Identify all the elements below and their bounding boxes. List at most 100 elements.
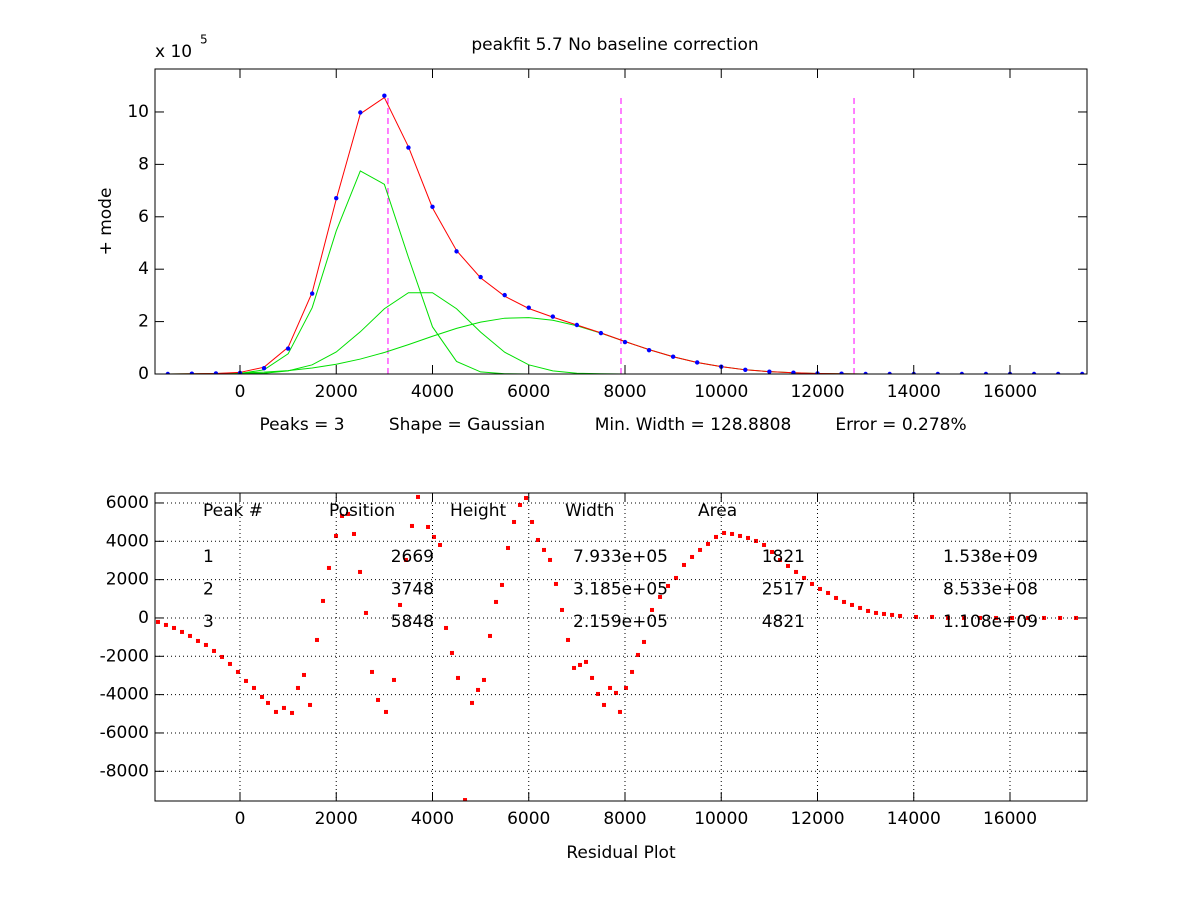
residual-point: [713, 534, 718, 539]
data-point: [309, 291, 315, 296]
residual-point: [345, 511, 350, 516]
residual-point: [994, 615, 999, 620]
y-tick-label: 2: [138, 312, 149, 332]
x-tick-label: 0: [235, 382, 246, 402]
x-tick-label: 14000: [887, 382, 941, 402]
data-point: [598, 330, 604, 336]
x-tick-label: 16000: [983, 809, 1037, 829]
residual-point: [334, 533, 339, 538]
plot-area: [155, 494, 1079, 801]
data-point: [887, 371, 892, 374]
residual-point: [301, 672, 306, 677]
table-cell: 2517: [762, 580, 805, 600]
residual-point: [351, 531, 356, 536]
residual-point: [962, 615, 967, 620]
residual-point: [770, 549, 775, 554]
residual-point: [384, 709, 389, 714]
residual-point: [517, 502, 522, 507]
residual-point: [572, 665, 577, 670]
data-point: [1079, 371, 1085, 374]
residual-point: [512, 519, 517, 524]
residual-point: [455, 675, 460, 680]
data-point: [983, 371, 989, 374]
residual-point: [444, 625, 449, 630]
residual-point: [866, 608, 871, 613]
table-header: Peak #: [203, 501, 263, 521]
residual-point: [251, 685, 256, 690]
data-point: [694, 360, 700, 365]
residual-point: [163, 622, 168, 627]
residual-point: [437, 542, 442, 547]
x-tick-label: 6000: [507, 809, 550, 829]
residual-point: [506, 545, 511, 550]
residual-point: [817, 586, 822, 591]
residual-point: [946, 615, 951, 620]
residual-point: [244, 678, 249, 683]
table-cell: 8.533e+08: [943, 580, 1038, 600]
table-cell: 4821: [762, 612, 805, 632]
data-point: [935, 371, 941, 374]
residual-point: [369, 669, 374, 674]
y-tick-label: 8: [138, 154, 149, 174]
residual-point: [416, 494, 421, 499]
data-point: [646, 347, 652, 353]
residual-point: [608, 685, 613, 690]
residual-point: [842, 599, 847, 604]
residual-point: [321, 598, 326, 603]
y-tick-label: 4: [138, 259, 149, 279]
residual-point: [577, 662, 582, 667]
residual-point: [898, 613, 903, 618]
data-point: [189, 371, 195, 374]
data-point: [767, 369, 772, 374]
y-tick-label: -2000: [100, 646, 149, 666]
residual-point: [613, 690, 618, 695]
residual-point: [212, 648, 217, 653]
residual-point: [340, 513, 345, 518]
table-cell: 3.185e+05: [573, 580, 668, 600]
residual-point: [602, 702, 607, 707]
residual-point: [476, 687, 481, 692]
residual-point: [722, 530, 727, 535]
residual-point: [295, 685, 300, 690]
residual-point: [391, 677, 396, 682]
plot-area: [165, 93, 1085, 374]
residual-point: [449, 650, 454, 655]
x-tick-label: 6000: [507, 382, 550, 402]
residual-point: [227, 661, 232, 666]
data-point: [165, 371, 171, 374]
residual-point: [746, 535, 751, 540]
table-cell: 7.933e+05: [573, 547, 668, 567]
residual-point: [463, 798, 468, 801]
y-tick-label: 4000: [106, 531, 149, 551]
data-point: [213, 371, 219, 374]
residual-point: [590, 675, 595, 680]
residual-point: [584, 659, 589, 664]
data-point: [502, 292, 507, 298]
residual-point: [187, 633, 192, 638]
residual-point: [488, 633, 493, 638]
residual-point: [595, 691, 600, 696]
residual-point: [530, 519, 535, 524]
data-point: [454, 249, 459, 254]
residual-point: [858, 605, 863, 610]
residual-point: [548, 557, 553, 562]
data-point: [1031, 371, 1037, 374]
data-point: [526, 305, 531, 310]
residual-point: [494, 599, 499, 604]
residual-point: [1074, 615, 1079, 620]
residual-point: [499, 582, 504, 587]
data-point: [358, 110, 363, 115]
residual-point: [785, 563, 790, 568]
residual-point: [690, 554, 695, 559]
residual-point: [930, 614, 935, 619]
y-tick-label: 10: [127, 102, 149, 122]
residual-point: [535, 537, 540, 542]
table-header: Height: [450, 501, 507, 521]
residual-point: [914, 614, 919, 619]
residual-point: [642, 639, 647, 644]
residual-point: [1010, 615, 1015, 620]
residual-point: [624, 685, 629, 690]
fit-statistic: Shape = Gaussian: [389, 415, 545, 435]
residual-point: [259, 694, 264, 699]
